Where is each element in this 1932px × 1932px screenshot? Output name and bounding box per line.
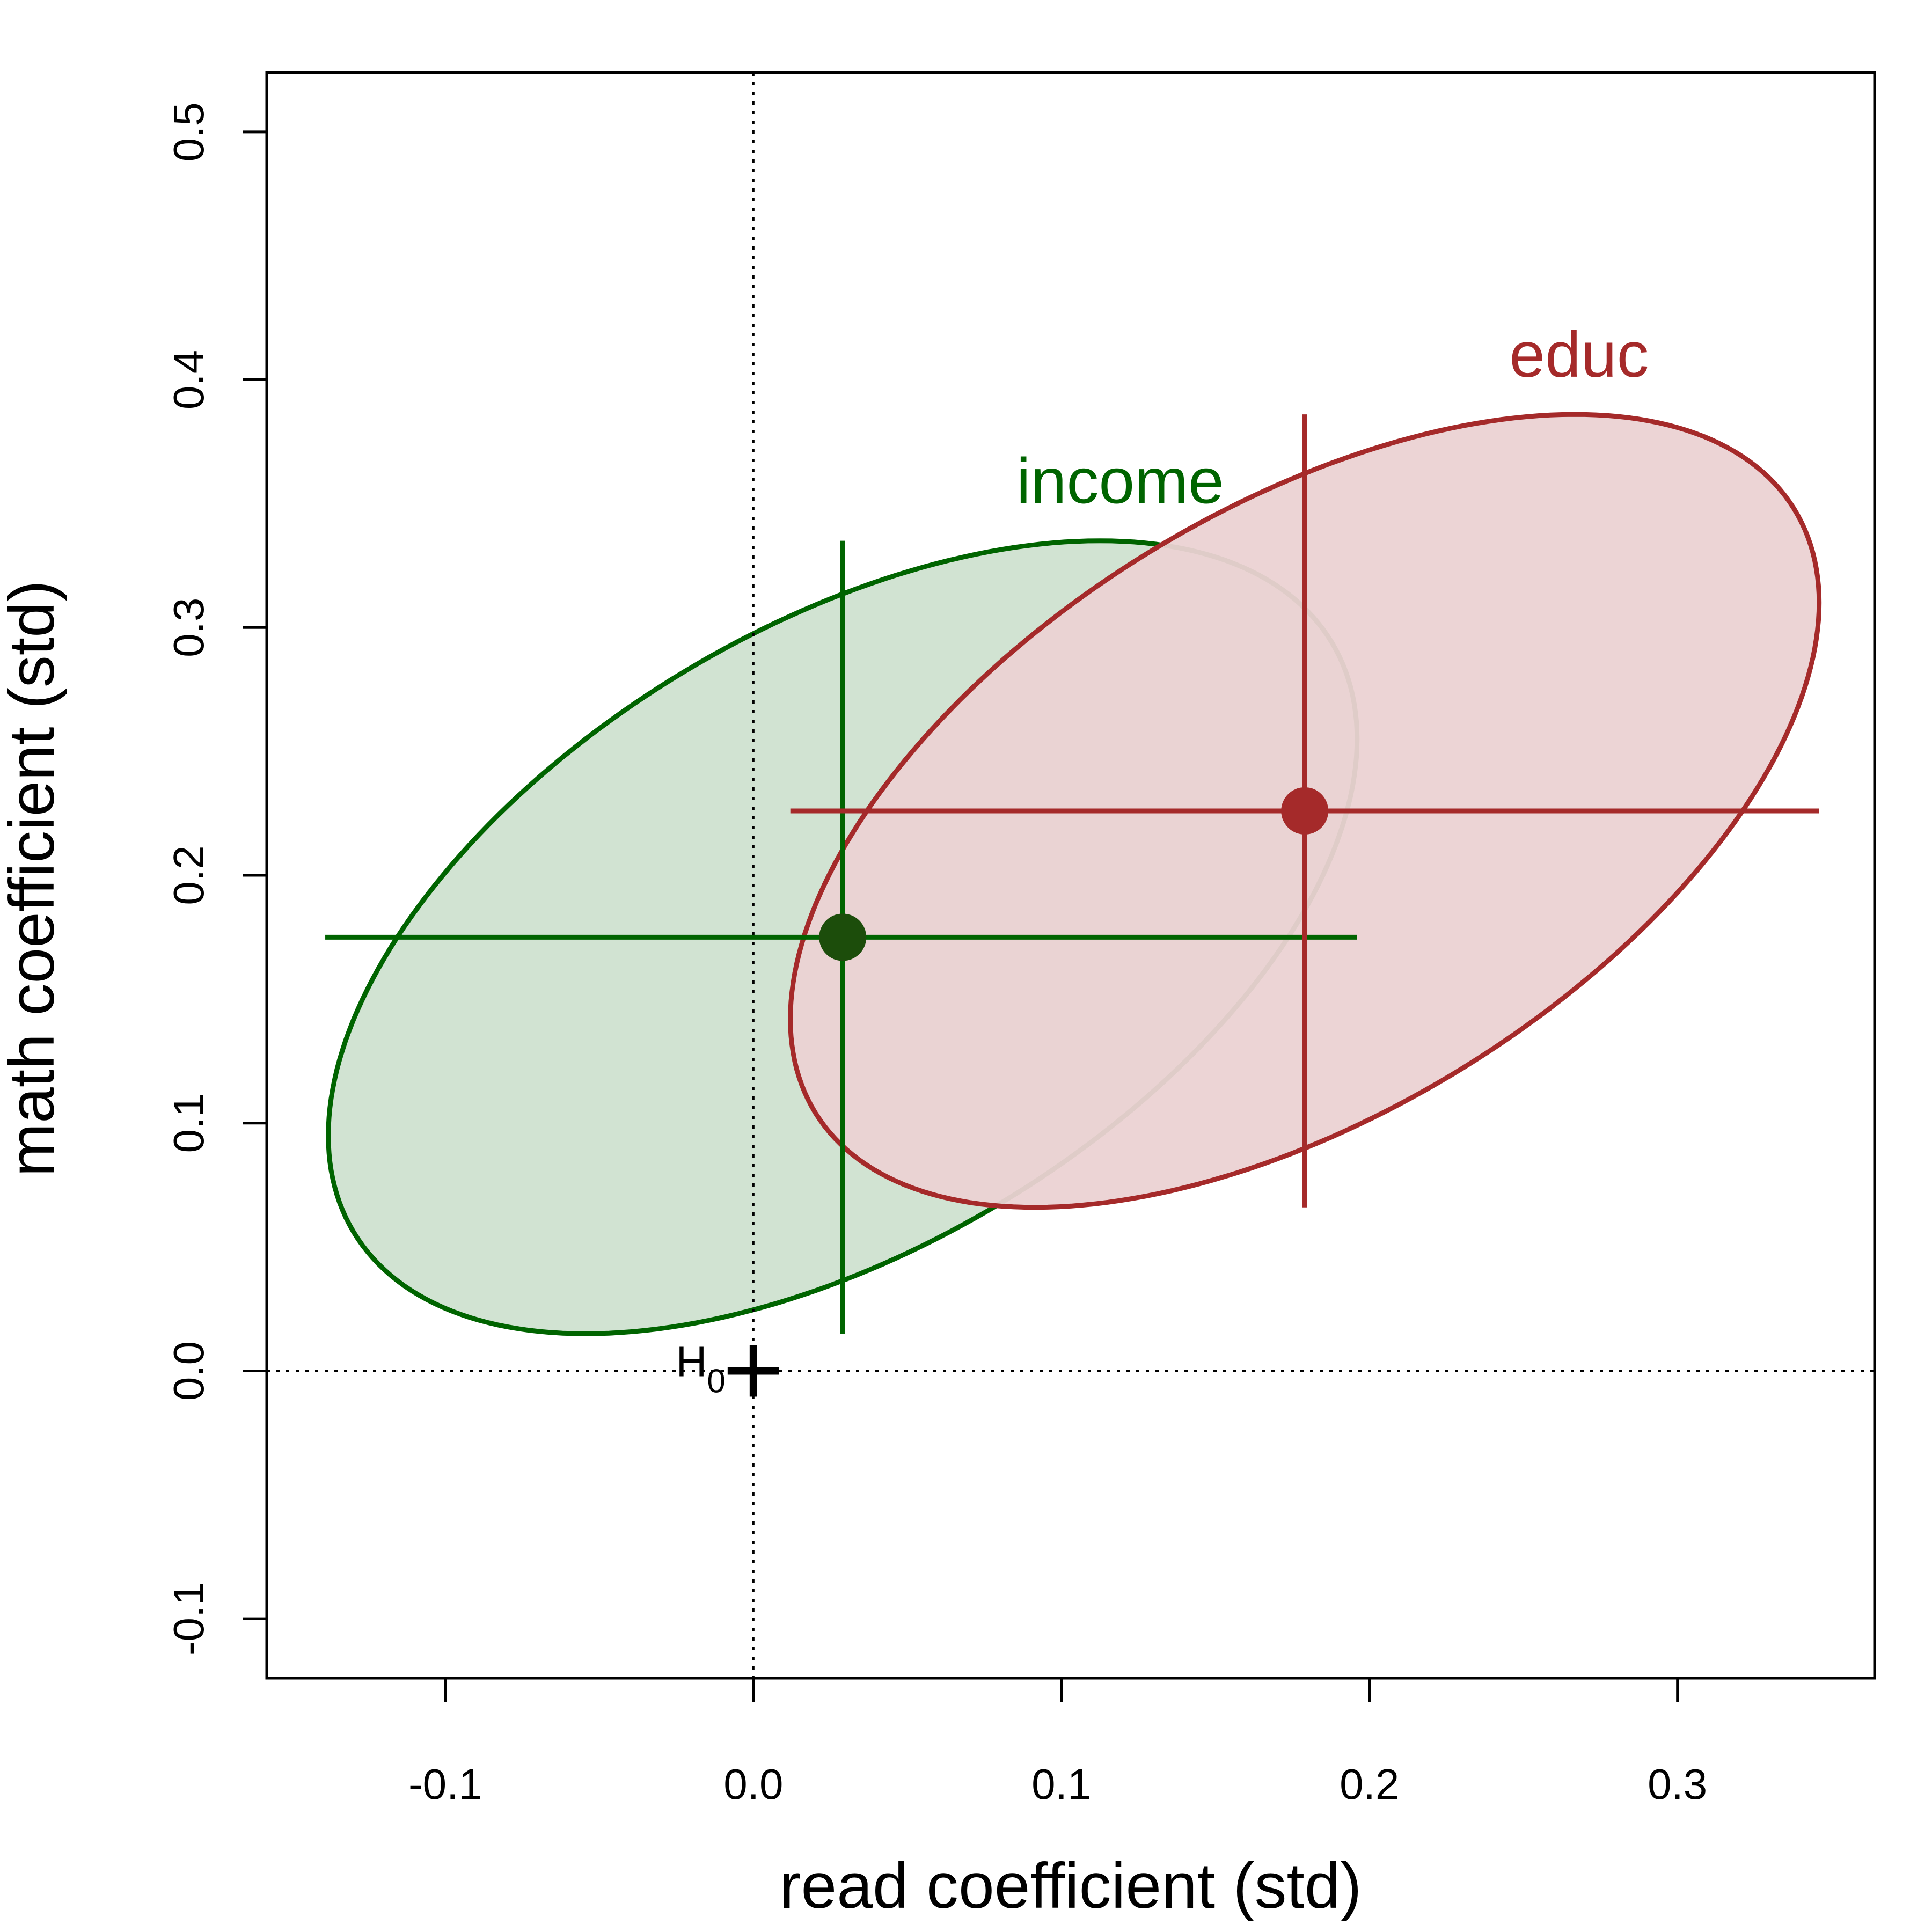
x-axis-title: read coefficient (std) (780, 1850, 1362, 1922)
y-tick-label: 0.4 (165, 350, 213, 409)
ellipse-layer (326, 412, 1822, 1336)
x-tick-label: 0.3 (1648, 1760, 1707, 1808)
x-tick-label: 0.0 (723, 1760, 783, 1808)
point-income (819, 913, 867, 961)
y-tick-label: 0.3 (165, 598, 213, 657)
series-labels: income educ (1016, 319, 1649, 517)
y-tick-label: 0.1 (165, 1093, 213, 1153)
x-tick-label: 0.2 (1340, 1760, 1399, 1808)
series-label-educ: educ (1509, 319, 1649, 391)
series-label-income: income (1016, 445, 1224, 517)
null-hypothesis-marker: H0 (676, 1337, 779, 1400)
y-tick-label: 0.2 (165, 845, 213, 905)
y-tick-label: 0.5 (165, 102, 213, 162)
x-tick-label: 0.1 (1031, 1760, 1091, 1808)
axes: -0.1 0.0 0.1 0.2 0.3 -0.1 0.0 0.1 0.2 0.3 0.4 0.5 (165, 71, 1876, 1808)
h0-label: H0 (676, 1337, 726, 1400)
y-tick-label: 0.0 (165, 1341, 213, 1401)
y-tick-label: -0.1 (165, 1582, 213, 1656)
estimate-points (819, 787, 1329, 961)
h0-subscript: 0 (707, 1363, 725, 1400)
reference-lines (267, 72, 1875, 1678)
x-tick-label: -0.1 (408, 1760, 482, 1808)
y-axis-title: math coefficient (std) (0, 580, 68, 1177)
point-educ (1281, 787, 1329, 835)
